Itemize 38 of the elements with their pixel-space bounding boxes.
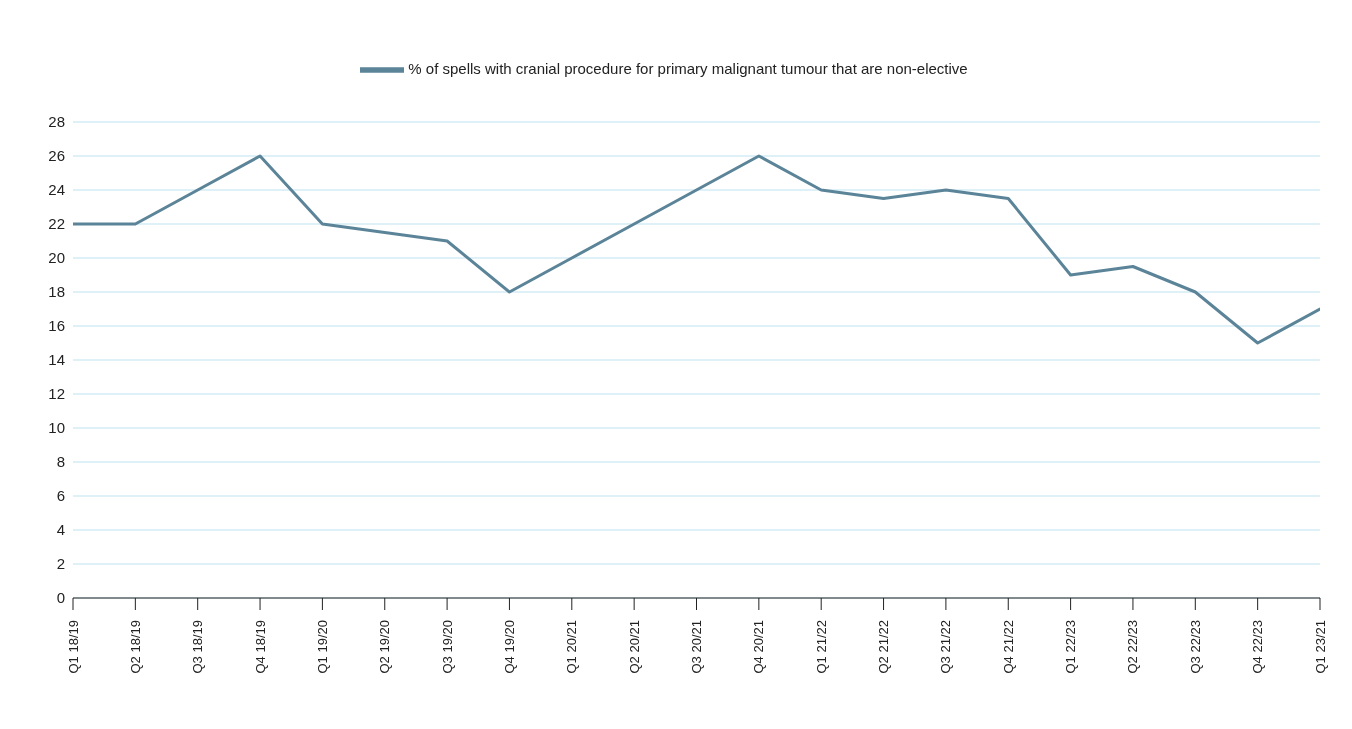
- line-series: [73, 154, 1320, 345]
- y-tick-label: 4: [56, 521, 65, 539]
- x-tick-label: Q4 20/21: [751, 620, 767, 674]
- x-tick-label: Q1 21/22: [813, 620, 829, 674]
- y-tick-label: 26: [48, 147, 65, 165]
- x-tick-label: Q3 20/21: [689, 620, 704, 674]
- x-tick-label: Q3 21/22: [938, 620, 954, 674]
- y-tick-label: 8: [56, 453, 65, 471]
- y-tick-label: 2: [56, 555, 65, 573]
- y-tick-label: 22: [48, 215, 65, 233]
- x-tick-label: Q4 22/23: [1250, 620, 1266, 674]
- y-tick-label: 0: [56, 589, 65, 607]
- legend-label: % of spells with cranial procedure for primary malignant tumour that are non-elective: [408, 59, 968, 77]
- x-tick-label: Q2 20/21: [626, 620, 642, 674]
- x-tick-label: Q1 22/23: [1063, 620, 1079, 674]
- y-tick-label: 20: [48, 249, 65, 267]
- y-tick-label: 12: [48, 385, 65, 403]
- y-tick-label: 28: [48, 113, 65, 131]
- x-tick-label: Q1 23/21: [1312, 620, 1328, 674]
- x-tick-label: Q4 18/19: [252, 620, 268, 674]
- y-tick-label: 24: [48, 181, 65, 199]
- x-tick-label: Q2 22/23: [1125, 620, 1141, 674]
- x-tick-label: Q2 18/19: [127, 620, 143, 674]
- x-tick-label: Q1 20/21: [564, 620, 580, 674]
- y-tick-label: 6: [56, 487, 65, 505]
- x-tick-label: Q4 21/22: [1000, 620, 1016, 674]
- x-tick-label: Q3 22/23: [1187, 620, 1203, 674]
- y-tick-label: 14: [48, 351, 65, 369]
- x-tick-label: Q1 19/20: [314, 620, 330, 674]
- x-tick-label: Q2 19/20: [377, 620, 393, 674]
- x-tick-label: Q3 18/19: [190, 620, 206, 674]
- y-tick-label: 18: [48, 283, 65, 301]
- y-tick-label: 10: [48, 419, 65, 437]
- x-tick-label: Q3 19/20: [439, 620, 455, 674]
- x-tick-label: Q1 18/19: [65, 620, 81, 674]
- x-tick-label: Q2 21/22: [876, 620, 892, 674]
- x-tick-label: Q4 19/20: [501, 620, 517, 674]
- y-tick-label: 16: [48, 317, 65, 335]
